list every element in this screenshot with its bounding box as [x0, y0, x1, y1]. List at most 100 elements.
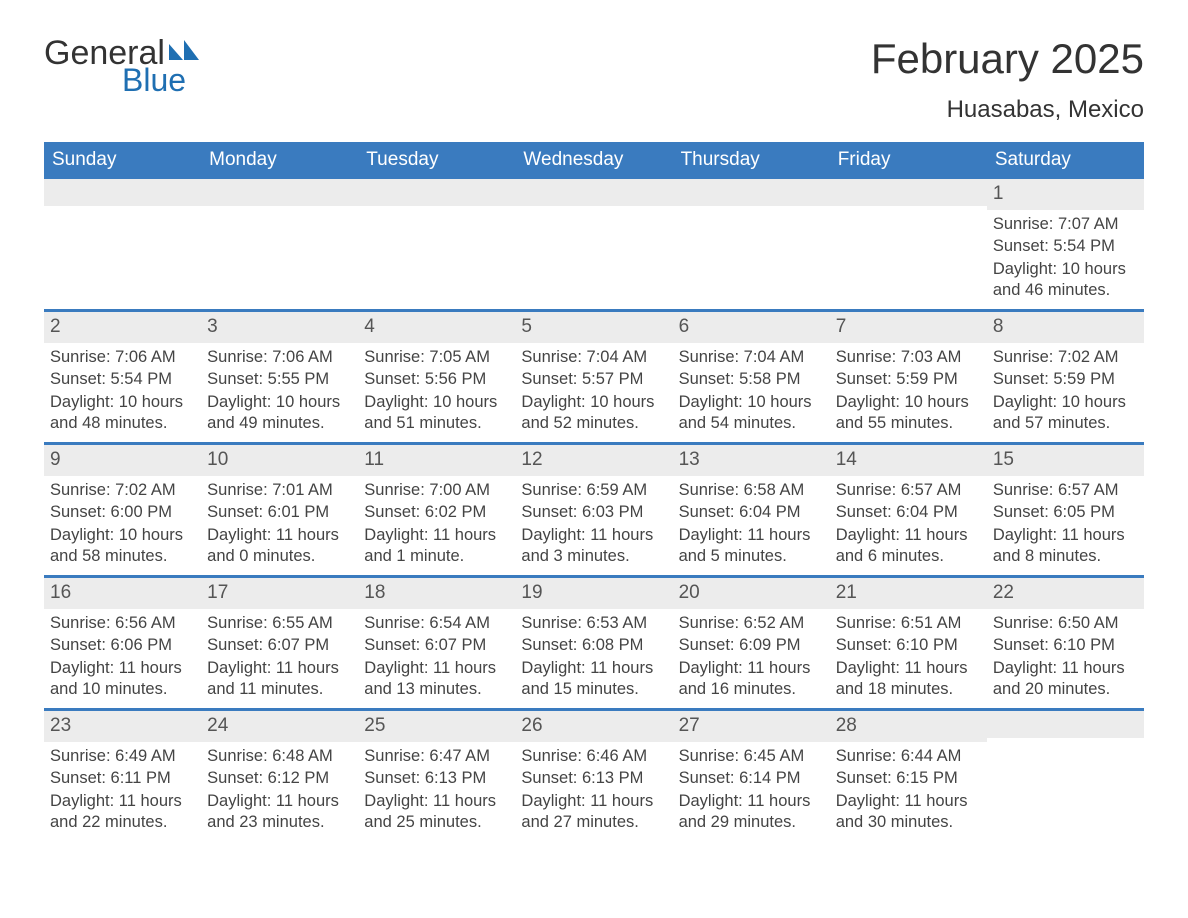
- day-number: 12: [515, 445, 672, 476]
- day-number: 17: [201, 578, 358, 609]
- calendar-day-cell: 7Sunrise: 7:03 AMSunset: 5:59 PMDaylight…: [830, 312, 987, 442]
- sunrise-text: Sunrise: 7:07 AM: [993, 214, 1138, 235]
- sunset-text: Sunset: 5:54 PM: [50, 369, 195, 390]
- daylight-text: Daylight: 11 hours and 20 minutes.: [993, 658, 1138, 701]
- weekday-header: Sunday: [44, 142, 201, 179]
- day-number: [830, 179, 987, 206]
- logo: General Blue: [44, 36, 199, 96]
- sunset-text: Sunset: 5:58 PM: [679, 369, 824, 390]
- sunrise-text: Sunrise: 7:06 AM: [207, 347, 352, 368]
- calendar-day-cell: 22Sunrise: 6:50 AMSunset: 6:10 PMDayligh…: [987, 578, 1144, 708]
- sunrise-text: Sunrise: 7:06 AM: [50, 347, 195, 368]
- location-label: Huasabas, Mexico: [871, 96, 1144, 124]
- sunrise-text: Sunrise: 7:04 AM: [521, 347, 666, 368]
- calendar-day-cell: 4Sunrise: 7:05 AMSunset: 5:56 PMDaylight…: [358, 312, 515, 442]
- calendar-day-cell: [358, 179, 515, 309]
- day-number: 5: [515, 312, 672, 343]
- sunset-text: Sunset: 6:09 PM: [679, 635, 824, 656]
- day-details: Sunrise: 6:59 AMSunset: 6:03 PMDaylight:…: [515, 476, 672, 575]
- day-details: Sunrise: 6:53 AMSunset: 6:08 PMDaylight:…: [515, 609, 672, 708]
- day-details: Sunrise: 6:44 AMSunset: 6:15 PMDaylight:…: [830, 742, 987, 841]
- sunrise-text: Sunrise: 6:51 AM: [836, 613, 981, 634]
- calendar-day-cell: 12Sunrise: 6:59 AMSunset: 6:03 PMDayligh…: [515, 445, 672, 575]
- calendar-week: 2Sunrise: 7:06 AMSunset: 5:54 PMDaylight…: [44, 309, 1144, 442]
- weekday-header: Monday: [201, 142, 358, 179]
- calendar-day-cell: 3Sunrise: 7:06 AMSunset: 5:55 PMDaylight…: [201, 312, 358, 442]
- day-details: Sunrise: 6:47 AMSunset: 6:13 PMDaylight:…: [358, 742, 515, 841]
- calendar-day-cell: 17Sunrise: 6:55 AMSunset: 6:07 PMDayligh…: [201, 578, 358, 708]
- sunset-text: Sunset: 6:01 PM: [207, 502, 352, 523]
- day-number: 28: [830, 711, 987, 742]
- calendar-day-cell: 1Sunrise: 7:07 AMSunset: 5:54 PMDaylight…: [987, 179, 1144, 309]
- calendar-week: 1Sunrise: 7:07 AMSunset: 5:54 PMDaylight…: [44, 179, 1144, 309]
- daylight-text: Daylight: 11 hours and 13 minutes.: [364, 658, 509, 701]
- daylight-text: Daylight: 11 hours and 5 minutes.: [679, 525, 824, 568]
- sunset-text: Sunset: 6:11 PM: [50, 768, 195, 789]
- daylight-text: Daylight: 10 hours and 54 minutes.: [679, 392, 824, 435]
- calendar-day-cell: [673, 179, 830, 309]
- calendar-day-cell: 27Sunrise: 6:45 AMSunset: 6:14 PMDayligh…: [673, 711, 830, 841]
- sunrise-text: Sunrise: 6:57 AM: [836, 480, 981, 501]
- sunset-text: Sunset: 6:00 PM: [50, 502, 195, 523]
- calendar-day-cell: 18Sunrise: 6:54 AMSunset: 6:07 PMDayligh…: [358, 578, 515, 708]
- calendar-week: 16Sunrise: 6:56 AMSunset: 6:06 PMDayligh…: [44, 575, 1144, 708]
- day-details: Sunrise: 7:06 AMSunset: 5:55 PMDaylight:…: [201, 343, 358, 442]
- sunset-text: Sunset: 5:54 PM: [993, 236, 1138, 257]
- day-details: Sunrise: 6:58 AMSunset: 6:04 PMDaylight:…: [673, 476, 830, 575]
- sunset-text: Sunset: 5:57 PM: [521, 369, 666, 390]
- day-details: Sunrise: 6:51 AMSunset: 6:10 PMDaylight:…: [830, 609, 987, 708]
- day-details: Sunrise: 7:03 AMSunset: 5:59 PMDaylight:…: [830, 343, 987, 442]
- day-details: Sunrise: 7:00 AMSunset: 6:02 PMDaylight:…: [358, 476, 515, 575]
- weekday-header: Saturday: [987, 142, 1144, 179]
- sunset-text: Sunset: 6:02 PM: [364, 502, 509, 523]
- sunset-text: Sunset: 6:08 PM: [521, 635, 666, 656]
- calendar-day-cell: 13Sunrise: 6:58 AMSunset: 6:04 PMDayligh…: [673, 445, 830, 575]
- day-number: 6: [673, 312, 830, 343]
- sunrise-text: Sunrise: 6:57 AM: [993, 480, 1138, 501]
- day-number: [201, 179, 358, 206]
- day-details: Sunrise: 7:01 AMSunset: 6:01 PMDaylight:…: [201, 476, 358, 575]
- day-details: Sunrise: 6:46 AMSunset: 6:13 PMDaylight:…: [515, 742, 672, 841]
- sunset-text: Sunset: 6:05 PM: [993, 502, 1138, 523]
- day-details: Sunrise: 7:05 AMSunset: 5:56 PMDaylight:…: [358, 343, 515, 442]
- calendar-day-cell: 15Sunrise: 6:57 AMSunset: 6:05 PMDayligh…: [987, 445, 1144, 575]
- daylight-text: Daylight: 11 hours and 22 minutes.: [50, 791, 195, 834]
- day-number: 19: [515, 578, 672, 609]
- calendar-day-cell: [44, 179, 201, 309]
- day-number: 16: [44, 578, 201, 609]
- sunrise-text: Sunrise: 6:54 AM: [364, 613, 509, 634]
- calendar-day-cell: 16Sunrise: 6:56 AMSunset: 6:06 PMDayligh…: [44, 578, 201, 708]
- daylight-text: Daylight: 10 hours and 48 minutes.: [50, 392, 195, 435]
- day-number: 3: [201, 312, 358, 343]
- day-number: 22: [987, 578, 1144, 609]
- calendar-day-cell: 11Sunrise: 7:00 AMSunset: 6:02 PMDayligh…: [358, 445, 515, 575]
- daylight-text: Daylight: 11 hours and 15 minutes.: [521, 658, 666, 701]
- day-number: [44, 179, 201, 206]
- calendar-week: 9Sunrise: 7:02 AMSunset: 6:00 PMDaylight…: [44, 442, 1144, 575]
- sunrise-text: Sunrise: 7:01 AM: [207, 480, 352, 501]
- sunrise-text: Sunrise: 6:56 AM: [50, 613, 195, 634]
- sunrise-text: Sunrise: 7:00 AM: [364, 480, 509, 501]
- calendar-day-cell: 24Sunrise: 6:48 AMSunset: 6:12 PMDayligh…: [201, 711, 358, 841]
- logo-mark-icon: [169, 40, 199, 64]
- day-details: Sunrise: 7:02 AMSunset: 5:59 PMDaylight:…: [987, 343, 1144, 442]
- sunset-text: Sunset: 6:07 PM: [364, 635, 509, 656]
- calendar-day-cell: 21Sunrise: 6:51 AMSunset: 6:10 PMDayligh…: [830, 578, 987, 708]
- sunset-text: Sunset: 6:06 PM: [50, 635, 195, 656]
- day-number: [673, 179, 830, 206]
- calendar-day-cell: 28Sunrise: 6:44 AMSunset: 6:15 PMDayligh…: [830, 711, 987, 841]
- weekday-header: Thursday: [673, 142, 830, 179]
- sunrise-text: Sunrise: 6:50 AM: [993, 613, 1138, 634]
- day-details: Sunrise: 7:02 AMSunset: 6:00 PMDaylight:…: [44, 476, 201, 575]
- sunrise-text: Sunrise: 6:48 AM: [207, 746, 352, 767]
- day-number: 2: [44, 312, 201, 343]
- day-number: 24: [201, 711, 358, 742]
- daylight-text: Daylight: 11 hours and 29 minutes.: [679, 791, 824, 834]
- sunrise-text: Sunrise: 6:55 AM: [207, 613, 352, 634]
- day-number: 25: [358, 711, 515, 742]
- daylight-text: Daylight: 10 hours and 49 minutes.: [207, 392, 352, 435]
- day-details: Sunrise: 6:49 AMSunset: 6:11 PMDaylight:…: [44, 742, 201, 841]
- sunrise-text: Sunrise: 6:58 AM: [679, 480, 824, 501]
- daylight-text: Daylight: 10 hours and 51 minutes.: [364, 392, 509, 435]
- day-details: Sunrise: 6:56 AMSunset: 6:06 PMDaylight:…: [44, 609, 201, 708]
